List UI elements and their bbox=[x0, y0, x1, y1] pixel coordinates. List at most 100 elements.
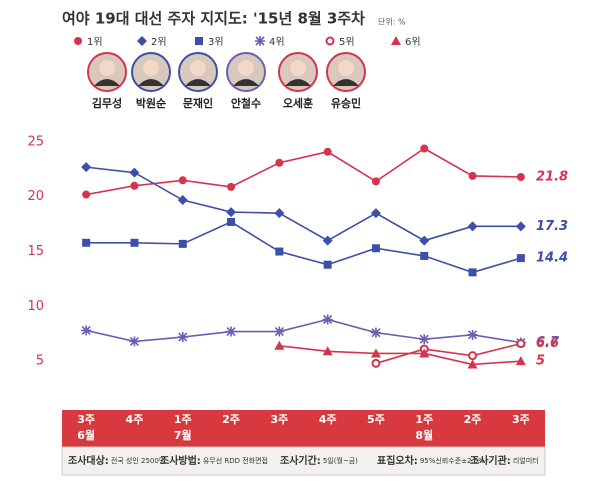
legend-item: 5위 bbox=[325, 35, 355, 48]
marker bbox=[371, 244, 380, 253]
y-tick-label: 20 bbox=[27, 189, 44, 204]
x-tick-label: 3주 bbox=[270, 413, 288, 426]
marker bbox=[420, 251, 429, 260]
unit-label: 단위: % bbox=[378, 17, 406, 27]
legend-item: 1위 bbox=[74, 35, 103, 48]
marker bbox=[370, 208, 381, 219]
x-tick-label: 2주 bbox=[464, 413, 482, 426]
marker bbox=[274, 340, 285, 350]
portrait-body bbox=[333, 79, 359, 86]
x-month-label: 8월 bbox=[415, 428, 433, 442]
series-line bbox=[86, 147, 521, 196]
footer-value: 95%신뢰수준±2.0% bbox=[420, 456, 485, 465]
marker bbox=[322, 314, 333, 325]
marker bbox=[419, 235, 430, 246]
marker bbox=[516, 254, 525, 263]
footer-key: 조사방법: bbox=[160, 454, 201, 467]
portrait-face bbox=[99, 60, 115, 76]
x-tick-label: 2주 bbox=[222, 413, 240, 426]
marker bbox=[130, 238, 139, 247]
marker bbox=[371, 358, 381, 368]
legend-item: 3위 bbox=[195, 35, 224, 48]
marker bbox=[81, 162, 92, 173]
marker bbox=[129, 336, 140, 347]
marker bbox=[467, 329, 478, 340]
marker bbox=[322, 346, 333, 356]
person-name: 오세훈 bbox=[283, 96, 313, 110]
legend-item: 6위 bbox=[391, 35, 421, 48]
marker bbox=[227, 217, 236, 226]
end-value-label: 14.4 bbox=[536, 251, 568, 266]
footer-key: 조사기관: bbox=[470, 454, 511, 467]
footer-value: 5일(월~금) bbox=[323, 456, 358, 465]
marker bbox=[516, 173, 525, 181]
marker bbox=[82, 190, 91, 199]
footer-label: 조사기관: 리얼미터 bbox=[470, 454, 539, 467]
marker bbox=[130, 181, 139, 190]
marker bbox=[177, 195, 188, 206]
footer-value: 전국 성인 2500명 bbox=[111, 456, 165, 465]
person-name: 안철수 bbox=[231, 96, 261, 110]
marker bbox=[74, 37, 82, 45]
marker bbox=[255, 36, 265, 46]
marker bbox=[371, 177, 380, 186]
series-line bbox=[375, 342, 522, 365]
marker bbox=[137, 36, 147, 46]
x-month-label: 7월 bbox=[174, 428, 192, 442]
series-line bbox=[86, 221, 522, 274]
marker bbox=[467, 359, 478, 369]
marker bbox=[420, 144, 429, 153]
footer-label: 표집오차: 95%신뢰수준±2.0% bbox=[377, 454, 485, 467]
person-name: 유승민 bbox=[331, 96, 361, 110]
marker bbox=[275, 247, 284, 256]
portrait-face bbox=[338, 60, 354, 76]
legend-label: 4위 bbox=[269, 35, 285, 48]
portrait-face bbox=[143, 60, 159, 76]
legend-item: 4위 bbox=[255, 35, 285, 48]
series-line bbox=[279, 345, 521, 366]
legend-item: 2위 bbox=[137, 35, 167, 48]
marker bbox=[515, 356, 526, 366]
x-tick-label: 1주 bbox=[174, 413, 192, 426]
legend-label: 2위 bbox=[151, 35, 167, 48]
footer-key: 조사대상: bbox=[68, 454, 109, 467]
series-line bbox=[86, 166, 521, 242]
marker bbox=[468, 171, 477, 180]
marker bbox=[129, 167, 140, 178]
portrait-body bbox=[138, 79, 164, 86]
marker bbox=[177, 332, 188, 343]
series-line bbox=[85, 318, 521, 344]
marker bbox=[370, 348, 381, 358]
marker bbox=[81, 325, 92, 336]
legend-label: 5위 bbox=[339, 35, 355, 48]
marker bbox=[323, 147, 332, 156]
marker bbox=[274, 326, 285, 337]
x-axis-band bbox=[62, 410, 545, 447]
marker bbox=[178, 176, 187, 185]
end-value-label: 6.7 bbox=[536, 335, 560, 350]
person-name: 문재인 bbox=[183, 96, 213, 110]
x-tick-label: 1주 bbox=[415, 413, 433, 426]
marker bbox=[274, 208, 285, 219]
marker bbox=[325, 36, 335, 46]
end-value-label: 17.3 bbox=[536, 219, 568, 234]
marker bbox=[195, 37, 203, 45]
portrait-face bbox=[190, 60, 206, 76]
x-month-label: 6월 bbox=[77, 428, 95, 442]
y-tick-label: 5 bbox=[36, 354, 44, 369]
marker bbox=[419, 334, 430, 345]
legend-label: 6위 bbox=[405, 35, 421, 48]
marker bbox=[323, 260, 332, 269]
marker bbox=[227, 182, 236, 191]
footer-label: 조사방법: 유무선 RDD 전화면접 bbox=[160, 454, 268, 467]
x-tick-label: 4주 bbox=[126, 413, 144, 426]
footer-label: 조사대상: 전국 성인 2500명 bbox=[68, 454, 165, 467]
y-tick-label: 25 bbox=[27, 134, 44, 149]
portrait-body bbox=[233, 79, 259, 86]
portrait-body bbox=[285, 79, 311, 86]
marker bbox=[322, 235, 333, 246]
legend-label: 3위 bbox=[208, 35, 224, 48]
marker bbox=[391, 36, 401, 45]
footer-value: 유무선 RDD 전화면접 bbox=[203, 456, 268, 465]
